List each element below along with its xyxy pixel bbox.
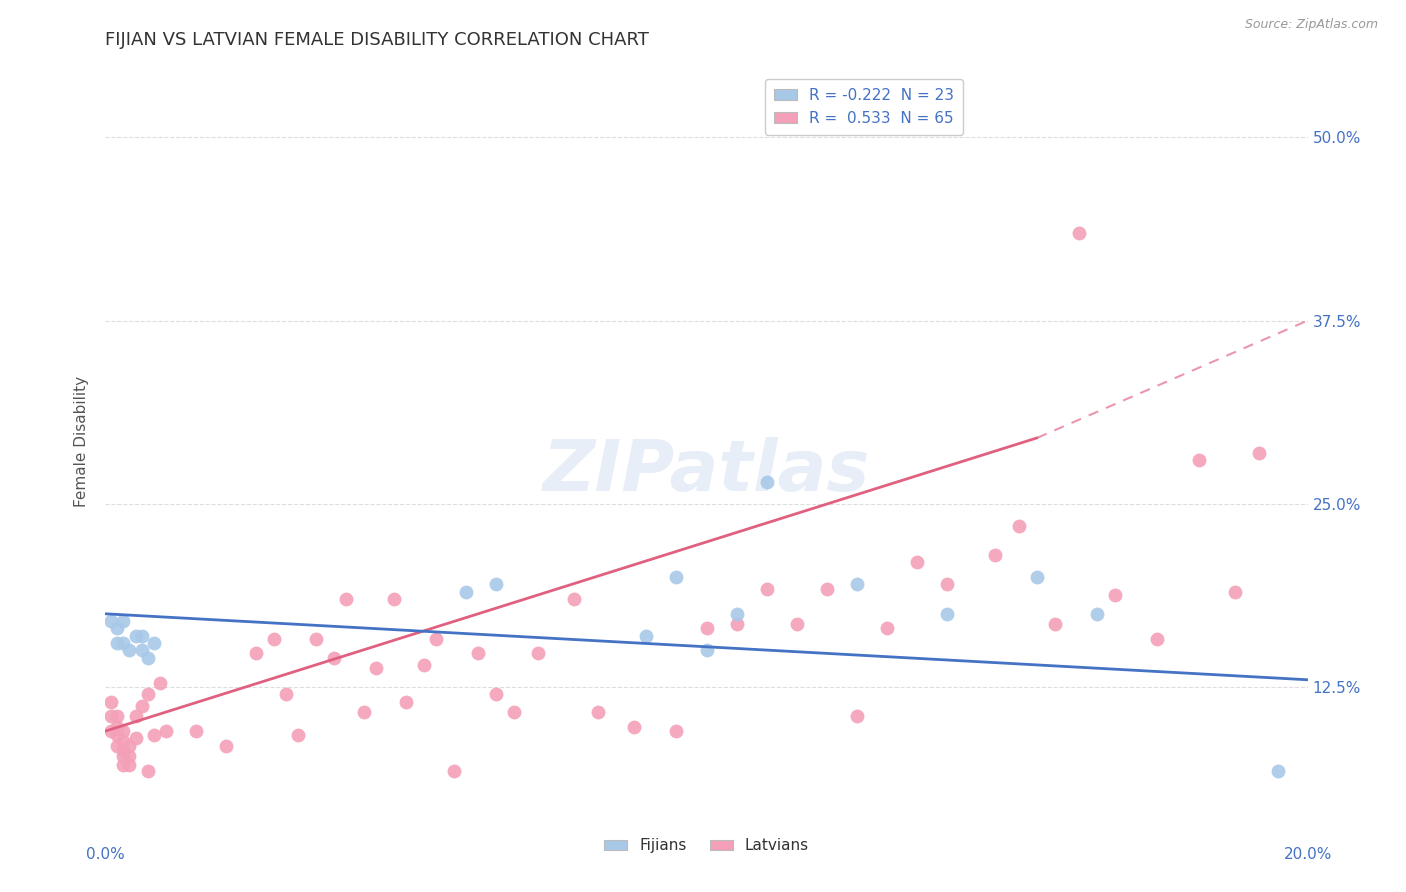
- Point: [936, 607, 959, 621]
- Point: [100, 695, 122, 709]
- Point: [214, 739, 236, 753]
- Point: [131, 643, 153, 657]
- Point: [136, 688, 159, 702]
- Point: [287, 729, 309, 743]
- Point: [725, 617, 748, 632]
- Point: [118, 643, 141, 657]
- Point: [725, 607, 748, 621]
- Point: [124, 629, 146, 643]
- Point: [485, 577, 508, 591]
- Point: [905, 556, 928, 570]
- Point: [755, 582, 778, 596]
- Point: [364, 661, 387, 675]
- Point: [107, 622, 129, 636]
- Point: [131, 699, 153, 714]
- Point: [322, 650, 344, 665]
- Point: [136, 650, 159, 665]
- Point: [245, 646, 267, 660]
- Point: [112, 734, 135, 748]
- Point: [118, 749, 141, 764]
- Point: [623, 720, 645, 734]
- Point: [112, 757, 135, 772]
- Point: [1008, 519, 1031, 533]
- Point: [845, 709, 868, 723]
- Point: [274, 688, 297, 702]
- Point: [107, 739, 129, 753]
- Point: [665, 570, 688, 584]
- Point: [118, 739, 141, 753]
- Point: [786, 617, 808, 632]
- Point: [845, 577, 868, 591]
- Point: [124, 731, 146, 746]
- Point: [1267, 764, 1289, 778]
- Point: [1249, 445, 1271, 459]
- Point: [527, 646, 550, 660]
- Point: [107, 636, 129, 650]
- Point: [815, 582, 838, 596]
- Point: [335, 592, 357, 607]
- Point: [1043, 617, 1066, 632]
- Point: [1188, 453, 1211, 467]
- Text: 0.0%: 0.0%: [86, 847, 125, 862]
- Point: [936, 577, 959, 591]
- Point: [1225, 584, 1247, 599]
- Point: [485, 688, 508, 702]
- Text: Source: ZipAtlas.com: Source: ZipAtlas.com: [1244, 18, 1378, 31]
- Point: [263, 632, 285, 646]
- Point: [755, 475, 778, 489]
- Point: [100, 724, 122, 739]
- Point: [112, 614, 135, 628]
- Text: FIJIAN VS LATVIAN FEMALE DISABILITY CORRELATION CHART: FIJIAN VS LATVIAN FEMALE DISABILITY CORR…: [105, 31, 650, 49]
- Point: [1085, 607, 1108, 621]
- Point: [456, 584, 478, 599]
- Point: [1146, 632, 1168, 646]
- Point: [353, 705, 375, 719]
- Point: [124, 709, 146, 723]
- Point: [148, 675, 170, 690]
- Point: [588, 705, 610, 719]
- Point: [467, 646, 489, 660]
- Point: [1026, 570, 1049, 584]
- Point: [443, 764, 465, 778]
- Point: [155, 724, 177, 739]
- Point: [1104, 588, 1126, 602]
- Point: [696, 643, 718, 657]
- Point: [984, 548, 1007, 562]
- Text: 20.0%: 20.0%: [1284, 847, 1331, 862]
- Point: [696, 622, 718, 636]
- Point: [395, 695, 418, 709]
- Text: ZIPatlas: ZIPatlas: [543, 437, 870, 506]
- Point: [503, 705, 526, 719]
- Point: [142, 729, 165, 743]
- Point: [876, 622, 898, 636]
- Legend: Fijians, Latvians: Fijians, Latvians: [598, 832, 815, 860]
- Point: [100, 709, 122, 723]
- Point: [107, 720, 129, 734]
- Point: [425, 632, 447, 646]
- Point: [382, 592, 405, 607]
- Point: [112, 724, 135, 739]
- Y-axis label: Female Disability: Female Disability: [75, 376, 90, 508]
- Point: [112, 749, 135, 764]
- Point: [142, 636, 165, 650]
- Point: [107, 709, 129, 723]
- Point: [1069, 226, 1091, 240]
- Point: [305, 632, 328, 646]
- Point: [131, 629, 153, 643]
- Point: [136, 764, 159, 778]
- Point: [118, 757, 141, 772]
- Point: [636, 629, 658, 643]
- Point: [184, 724, 207, 739]
- Point: [665, 724, 688, 739]
- Point: [112, 743, 135, 757]
- Point: [107, 729, 129, 743]
- Point: [100, 614, 122, 628]
- Point: [413, 658, 436, 673]
- Point: [562, 592, 585, 607]
- Point: [112, 636, 135, 650]
